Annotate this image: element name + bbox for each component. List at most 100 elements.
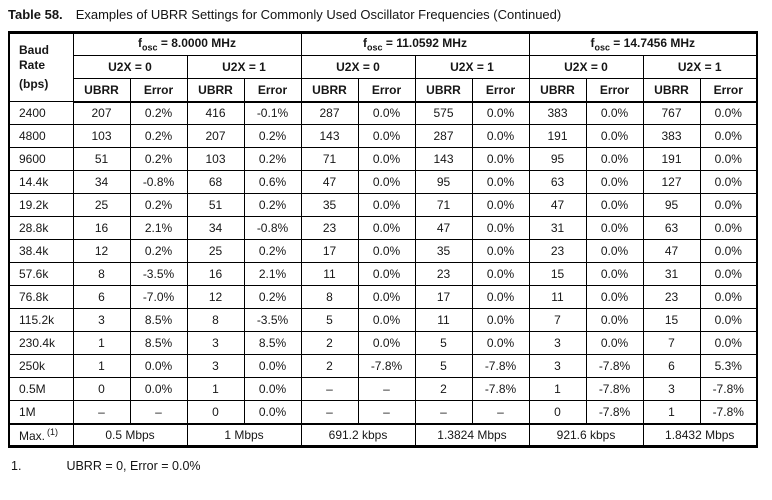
max-speed-row: Max. (1) 0.5 Mbps 1 Mbps 691.2 kbps 1.382… bbox=[8, 422, 758, 447]
baud-rate-cell: 1M bbox=[8, 400, 74, 424]
baud-rate-cell: 76.8k bbox=[8, 285, 74, 309]
max-value-cell: 1 Mbps bbox=[186, 422, 302, 447]
cell: 0.0% bbox=[471, 124, 530, 148]
baud-header-line1: Baud bbox=[19, 43, 49, 57]
cell: 1 bbox=[642, 400, 701, 424]
cell: 0.0% bbox=[471, 147, 530, 171]
fosc-symbol: f bbox=[590, 36, 595, 51]
ubrr-header: UBRR bbox=[186, 78, 245, 103]
cell: 0.0% bbox=[357, 216, 416, 240]
fosc-subscript: osc bbox=[367, 42, 383, 53]
cell: 95 bbox=[528, 147, 587, 171]
cell: 0.0% bbox=[699, 239, 758, 263]
cell: – bbox=[300, 377, 359, 401]
cell: 0.0% bbox=[357, 170, 416, 194]
cell: 1 bbox=[528, 377, 587, 401]
table-row: 57.6k 8 -3.5% 16 2.1% 11 0.0% 23 0.0% 15 0.0% 31 0.0… bbox=[8, 262, 758, 286]
cell: 1 bbox=[186, 377, 245, 401]
cell: 0.0% bbox=[699, 147, 758, 171]
cell: 31 bbox=[528, 216, 587, 240]
cell: 8.5% bbox=[129, 308, 188, 332]
cell: 0.0% bbox=[357, 262, 416, 286]
cell: 0.2% bbox=[129, 101, 188, 125]
cell: 8 bbox=[72, 262, 131, 286]
cell: 15 bbox=[528, 262, 587, 286]
table-row: 76.8k 6 -7.0% 12 0.2% 8 0.0% 17 0.0% 11 0.0% 23 0.0% bbox=[8, 285, 758, 309]
baud-rate-cell: 14.4k bbox=[8, 170, 74, 194]
cell: 0.0% bbox=[243, 377, 302, 401]
cell: 0.0% bbox=[585, 101, 644, 125]
max-value-cell: 0.5 Mbps bbox=[72, 422, 188, 447]
fosc-value: = 14.7456 MHz bbox=[609, 36, 696, 51]
cell: 575 bbox=[414, 101, 473, 125]
cell: 11 bbox=[300, 262, 359, 286]
error-header: Error bbox=[471, 78, 530, 103]
subcolumn-header-row: UBRR Error UBRR Error UBRR Error UBRR Er… bbox=[9, 78, 758, 103]
baud-rate-header-cell: Baud Rate (bps) bbox=[8, 32, 74, 102]
u2x1-header: U2X = 1 bbox=[414, 55, 530, 79]
cell: 23 bbox=[414, 262, 473, 286]
cell: 3 bbox=[528, 331, 587, 355]
cell: 47 bbox=[642, 239, 701, 263]
cell: 0.0% bbox=[243, 354, 302, 378]
cell: 0.0% bbox=[471, 331, 530, 355]
osc-freq-header-8mhz: fosc = 8.0000 MHz bbox=[72, 32, 302, 56]
table-caption: Examples of UBRR Settings for Commonly U… bbox=[75, 7, 562, 22]
cell: 35 bbox=[300, 193, 359, 217]
ubrr-header: UBRR bbox=[414, 78, 473, 103]
baud-rate-cell: 9600 bbox=[8, 147, 74, 171]
cell: 16 bbox=[186, 262, 245, 286]
ubrr-settings-table: Baud Rate (bps) fosc = 8.0000 MHz fosc =… bbox=[8, 31, 758, 448]
cell: 3 bbox=[186, 354, 245, 378]
error-header: Error bbox=[585, 78, 644, 103]
cell: 0.0% bbox=[471, 239, 530, 263]
table-row: 1M – –0 0.0% – – – –0 -7.8% 1 -7.8% bbox=[8, 400, 758, 424]
ubrr-header: UBRR bbox=[300, 78, 359, 103]
cell: 0.0% bbox=[585, 193, 644, 217]
footnote-text: UBRR = 0, Error = 0.0% bbox=[66, 459, 201, 473]
max-value-cell: 1.8432 Mbps bbox=[642, 422, 758, 447]
cell: 0.2% bbox=[129, 147, 188, 171]
table-row: 2400 207 0.2% 416 -0.1% 287 0.0% 575 0.0% 383 0.0%… bbox=[8, 101, 758, 125]
cell: 127 bbox=[642, 170, 701, 194]
fosc-value: = 8.0000 MHz bbox=[157, 36, 236, 51]
cell: 63 bbox=[642, 216, 701, 240]
max-label: Max. bbox=[19, 428, 46, 443]
max-label-cell: Max. (1) bbox=[8, 422, 74, 447]
cell: 31 bbox=[642, 262, 701, 286]
osc-freq-header-11mhz: fosc = 11.0592 MHz bbox=[300, 32, 530, 56]
cell: 2 bbox=[414, 377, 473, 401]
cell: 3 bbox=[72, 308, 131, 332]
fosc-value: = 11.0592 MHz bbox=[382, 36, 467, 51]
max-value-cell: 1.3824 Mbps bbox=[414, 422, 530, 447]
cell: 0 bbox=[186, 400, 245, 424]
error-header: Error bbox=[129, 78, 188, 103]
cell: 3 bbox=[186, 331, 245, 355]
cell: -7.8% bbox=[585, 377, 644, 401]
cell: -0.8% bbox=[129, 170, 188, 194]
cell: 0.0% bbox=[357, 101, 416, 125]
cell: -7.8% bbox=[699, 377, 758, 401]
cell: 0.0% bbox=[585, 216, 644, 240]
cell: 0.0% bbox=[357, 239, 416, 263]
cell: – bbox=[471, 400, 530, 424]
ubrr-header: UBRR bbox=[528, 78, 587, 103]
cell: 8.5% bbox=[243, 331, 302, 355]
cell: 25 bbox=[186, 239, 245, 263]
baud-rate-cell: 38.4k bbox=[8, 239, 74, 263]
cell: -7.8% bbox=[699, 400, 758, 424]
cell: 95 bbox=[414, 170, 473, 194]
cell: 287 bbox=[414, 124, 473, 148]
cell: 11 bbox=[528, 285, 587, 309]
table-row: 230.4k 1 8.5% 3 8.5% 2 0.0% 5 0.0% 3 0.0% 7 0.0% bbox=[8, 331, 758, 355]
cell: 16 bbox=[72, 216, 131, 240]
u2x-header-row: U2X = 0 U2X = 1 U2X = 0 U2X = 1 U2X = 0 … bbox=[9, 55, 758, 79]
cell: 0.0% bbox=[357, 285, 416, 309]
cell: 0.0% bbox=[699, 308, 758, 332]
cell: 23 bbox=[300, 216, 359, 240]
cell: -7.8% bbox=[357, 354, 416, 378]
baud-rate-cell: 115.2k bbox=[8, 308, 74, 332]
cell: 767 bbox=[642, 101, 701, 125]
cell: 0.0% bbox=[243, 400, 302, 424]
cell: 143 bbox=[414, 147, 473, 171]
